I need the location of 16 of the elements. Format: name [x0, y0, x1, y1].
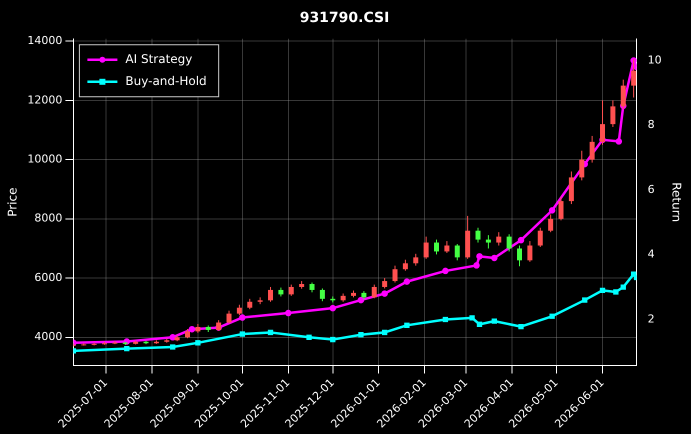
chart-title: 931790.CSI	[300, 10, 390, 26]
y2-axis-title: Return	[670, 182, 684, 222]
y-tick-label: 6000	[34, 270, 62, 284]
legend-label: Buy-and-Hold	[125, 74, 207, 88]
y2-tick-label: 8	[648, 118, 655, 132]
y-tick-label: 12000	[27, 93, 62, 106]
y2-tick-label: 10	[648, 53, 662, 66]
y-tick-label: 10000	[27, 152, 62, 166]
y-tick-label: 8000	[34, 212, 62, 225]
y2-tick-label: 4	[648, 248, 655, 261]
legend-label: AI Strategy	[125, 52, 192, 66]
y-tick-label: 4000	[34, 330, 62, 344]
y-tick-label: 14000	[27, 34, 62, 48]
y2-tick-label: 6	[648, 182, 655, 196]
y2-tick-label: 2	[648, 312, 655, 326]
y-axis-title: Price	[5, 187, 20, 217]
